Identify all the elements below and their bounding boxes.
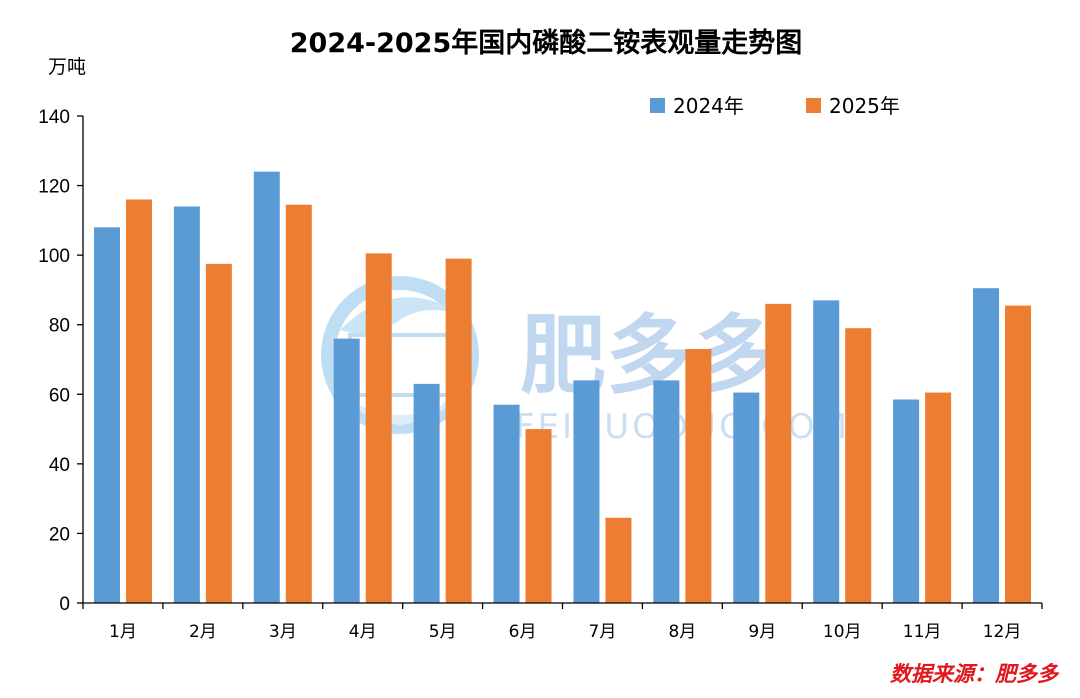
y-axis: 0 20 40 60 80 100 120 140 [38,107,84,615]
bar-2024年-4月 [333,338,360,603]
bar-2024年-3月 [253,171,280,603]
bar-2024年-12月 [973,288,1000,603]
x-category-label: 4月 [349,622,377,642]
bar-2025年-8月 [685,349,712,603]
bar-2025年-1月 [125,199,152,603]
x-axis: 1月 2月 3月 4月 5月 6月 7月 8月 9月 10月 11月 12月 [82,602,1043,642]
legend-swatch-2025 [806,98,821,113]
x-category-label: 2月 [189,622,217,642]
y-tick-label: 100 [38,246,70,267]
bars [93,171,1032,604]
legend-label-2025: 2025年 [829,94,900,118]
y-tick-label: 40 [49,455,70,476]
legend-label-2024: 2024年 [673,94,744,118]
legend-swatch-2024 [650,98,665,113]
y-tick-label: 140 [38,107,70,128]
source-note: 数据来源：肥多多 [890,661,1060,686]
bar-2025年-11月 [925,392,952,603]
x-category-label: 12月 [983,622,1022,642]
bar-2025年-3月 [285,204,312,604]
chart-title: 2024-2025年国内磷酸二铵表观量走势图 [290,27,803,59]
y-tick-label: 80 [49,316,70,337]
x-category-label: 11月 [903,622,942,642]
bar-2025年-9月 [765,303,792,603]
bar-2025年-2月 [205,263,232,603]
bar-2024年-1月 [93,227,120,604]
bar-2025年-6月 [525,429,552,603]
x-category-label: 6月 [509,622,537,642]
y-tick-label: 20 [49,524,70,545]
bar-2025年-5月 [445,258,472,603]
bar-2024年-6月 [493,404,520,603]
bar-2024年-2月 [173,206,200,603]
watermark-site: FEIDUODUO.COM [515,407,850,447]
legend: 2024年 2025年 [650,94,900,118]
x-category-label: 8月 [668,622,696,642]
y-tick-label: 0 [59,594,70,615]
x-category-label: 1月 [109,622,137,642]
bar-2024年-11月 [893,399,920,603]
bar-2024年-7月 [573,380,600,603]
x-category-label: 7月 [589,622,617,642]
bar-2025年-10月 [845,328,872,603]
x-category-label: 5月 [429,622,457,642]
watermark-brand: 肥多多 [520,306,778,406]
x-category-label: 10月 [823,622,862,642]
x-category-label: 3月 [269,622,297,642]
bar-2024年-10月 [813,300,840,603]
x-category-label: 9月 [748,622,776,642]
bar-2024年-8月 [653,380,680,603]
y-tick-label: 120 [38,177,70,198]
bar-2025年-4月 [365,253,392,603]
bar-2024年-5月 [413,383,440,603]
bar-2025年-7月 [605,517,632,603]
bar-2025年-12月 [1005,305,1032,603]
y-tick-label: 60 [49,385,70,406]
y-axis-unit: 万吨 [48,56,86,78]
watermark: 肥多多 FEIDUODUO.COM [321,276,850,447]
bar-2024年-9月 [733,392,760,603]
